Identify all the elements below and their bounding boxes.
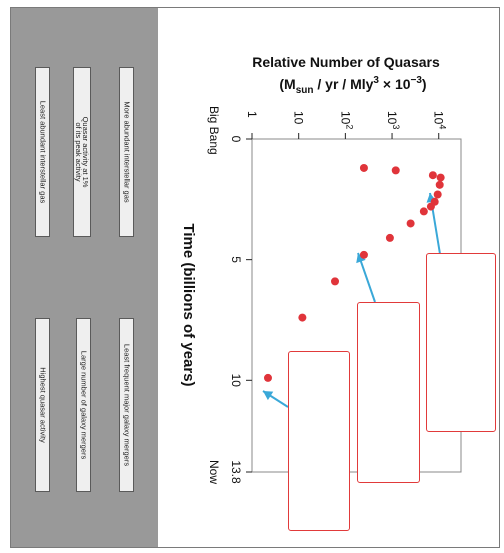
y-tick-label: 13.8 [229, 460, 243, 484]
pointer-arrow-head [263, 391, 274, 401]
x-tick-label: 102 [338, 111, 354, 129]
worksheet-frame [10, 7, 500, 548]
data-point [428, 171, 437, 180]
data-point [359, 250, 368, 259]
x-tick-label: 1 [245, 111, 259, 118]
y-axis: 0 5 10 13.8 [229, 136, 252, 484]
y-tick-label: 0 [229, 136, 243, 143]
drop-zone-3[interactable] [288, 351, 350, 531]
data-point [385, 233, 394, 242]
pointer-arrow-head [356, 253, 366, 264]
y-tick-label: 10 [229, 374, 243, 388]
data-point [426, 202, 435, 211]
draggable-card[interactable]: More abundant interstellar gas [119, 67, 134, 237]
data-point [433, 190, 442, 199]
y-top-label: Big Bang [207, 106, 221, 155]
drop-zone-2[interactable] [357, 302, 420, 483]
data-point [436, 173, 445, 182]
drop-zone-1[interactable] [426, 253, 496, 432]
chart-title-units: (Msun / yr / Mly3 × 10−3) [279, 75, 426, 96]
draggable-card[interactable]: Large number of galaxy mergers [76, 318, 91, 492]
draggable-card[interactable]: Quasar activity at 1% of its peak activit… [73, 67, 91, 237]
y-axis-title: Time (billions of years) [180, 223, 197, 386]
data-point [435, 180, 444, 189]
x-tick-label: 103 [385, 111, 401, 129]
chart-title: Relative Number of Quasars [252, 54, 440, 70]
draggable-card[interactable]: Least frequent major galaxy mergers [119, 318, 134, 492]
draggable-card[interactable]: Least abundant interstellar gas [35, 67, 50, 237]
data-points [263, 163, 445, 382]
x-axis: 1 10 102 103 104 [245, 111, 448, 139]
card-bank-panel: More abundant interstellar gas Quasar ac… [11, 8, 158, 547]
y-tick-label: 5 [229, 256, 243, 263]
data-point [406, 219, 415, 228]
data-point [263, 373, 272, 382]
data-point [359, 163, 368, 172]
draggable-card[interactable]: Highest quasar activity [35, 318, 50, 492]
data-point [298, 313, 307, 322]
x-tick-label: 104 [432, 111, 448, 129]
x-tick-label: 10 [292, 111, 306, 125]
data-point [331, 277, 340, 286]
y-bottom-label: Now [207, 460, 221, 484]
data-point [391, 166, 400, 175]
data-point [419, 207, 428, 216]
